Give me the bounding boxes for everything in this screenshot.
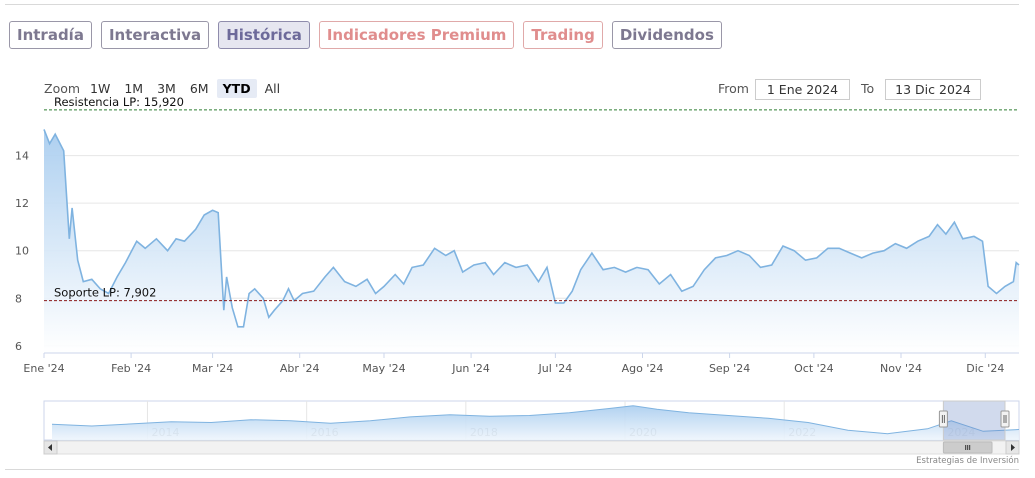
zoom-label: Zoom (44, 81, 81, 96)
zoom-ytd-button[interactable]: YTD (216, 79, 257, 98)
chart-credit: Estrategias de Inversión (916, 456, 1019, 466)
x-tick-label: Jul '24 (537, 362, 572, 375)
to-date-input[interactable]: 13 Dic 2024 (885, 79, 981, 100)
tab-interactiva[interactable]: Interactiva (100, 21, 210, 49)
price-line (43, 129, 1020, 328)
navigator-left-handle[interactable] (938, 410, 948, 428)
scroll-right-arrow-icon (1011, 444, 1015, 451)
x-tick-label: Sep '24 (709, 362, 750, 375)
navigator-window[interactable] (942, 400, 1006, 441)
x-tick-label: Ene '24 (23, 362, 64, 375)
x-tick-label: Mar '24 (192, 362, 233, 375)
zoom-3m-button[interactable]: 3M (157, 81, 176, 96)
navigator-line (51, 405, 1020, 435)
tab-historica[interactable]: Histórica (218, 21, 310, 49)
navigator-area (52, 405, 1019, 440)
tab-indicadores-premium[interactable]: Indicadores Premium (318, 21, 515, 49)
bottom-divider (5, 469, 1019, 470)
x-tick-label: Oct '24 (794, 362, 834, 375)
y-tick-label: 8 (15, 292, 22, 305)
x-tick-label: Nov '24 (880, 362, 922, 375)
tab-dividendos[interactable]: Dividendos (611, 21, 722, 49)
scrollbar-track[interactable] (43, 440, 1020, 455)
zoom-bar: Zoom 1W 1M 3M 6M YTD All (44, 79, 288, 98)
top-divider (5, 4, 1019, 5)
x-tick-label: Feb '24 (111, 362, 151, 375)
zoom-6m-button[interactable]: 6M (189, 81, 209, 96)
y-tick-label: 10 (15, 245, 29, 258)
y-tick-label: 12 (15, 197, 29, 210)
price-area (44, 129, 1019, 353)
zoom-1w-button[interactable]: 1W (90, 81, 111, 96)
tab-intradia[interactable]: Intradía (9, 21, 92, 49)
x-tick-label: May '24 (362, 362, 405, 375)
support-label: Soporte LP: 7,902 (54, 286, 156, 300)
x-tick-label: Abr '24 (280, 362, 320, 375)
x-tick-label: Dic '24 (966, 362, 1004, 375)
from-label: From (718, 81, 749, 96)
x-tick-label: Jun '24 (451, 362, 490, 375)
navigator-right-handle[interactable] (1000, 410, 1010, 428)
tab-bar: Intradía Interactiva Histórica Indicador… (9, 21, 722, 49)
zoom-all-button[interactable]: All (264, 81, 281, 96)
from-date-input[interactable]: 1 Ene 2024 (755, 79, 850, 100)
to-label: To (861, 81, 875, 96)
y-tick-label: 14 (15, 150, 29, 163)
scroll-left-arrow-icon (48, 444, 52, 451)
tab-trading[interactable]: Trading (523, 21, 603, 49)
x-tick-label: Ago '24 (622, 362, 664, 375)
resistance-label: Resistencia LP: 15,920 (54, 95, 184, 109)
zoom-1m-button[interactable]: 1M (124, 81, 144, 96)
y-tick-label: 6 (15, 340, 22, 353)
